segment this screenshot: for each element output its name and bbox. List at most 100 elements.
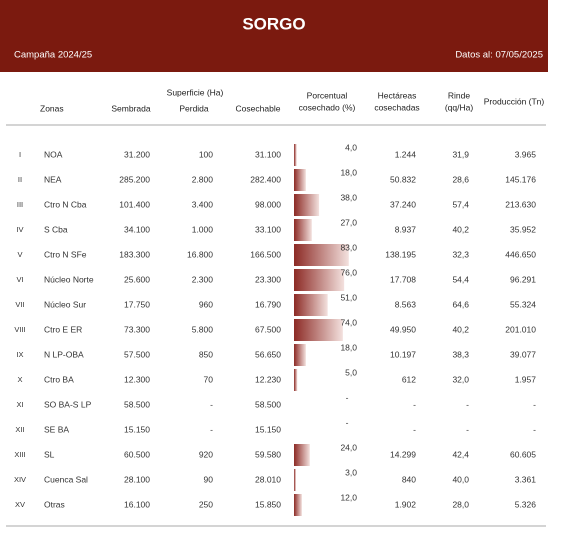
row-number: XV: [15, 500, 25, 509]
cell: -: [210, 424, 213, 434]
zone-name: SO BA-S LP: [44, 399, 92, 409]
cell: 5.326: [515, 499, 537, 509]
cell: -: [413, 424, 416, 434]
zone-name: S Cba: [44, 224, 68, 234]
cell: 39.077: [510, 349, 536, 359]
zone-name: Núcleo Sur: [44, 299, 86, 309]
zone-name: Núcleo Norte: [44, 274, 94, 284]
cell: 183.300: [119, 249, 150, 259]
pct-label: 27,0: [340, 217, 357, 227]
pct-bar: [294, 469, 296, 491]
zone-name: SL: [44, 449, 55, 459]
cell: 60.605: [510, 449, 536, 459]
cell: 31.200: [124, 149, 150, 159]
zone-name: Ctro N SFe: [44, 249, 87, 259]
cell: 28.100: [124, 474, 150, 484]
cell: 49.950: [390, 324, 416, 334]
pct-bar: [294, 494, 302, 516]
zone-name: Cuenca Sal: [44, 474, 88, 484]
cell: 15.150: [124, 424, 150, 434]
pct-label: 5,0: [345, 367, 357, 377]
cell: 612: [402, 374, 416, 384]
pct-bar: [294, 369, 298, 391]
cell: 960: [199, 299, 213, 309]
pct-bar: [294, 144, 297, 166]
pct-bar: [294, 294, 328, 316]
cell: 57.500: [124, 349, 150, 359]
row-number: IV: [16, 225, 23, 234]
cell: 285.200: [119, 174, 150, 184]
cell: 31,9: [452, 149, 469, 159]
pct-bar: [294, 244, 349, 266]
pct-bar: [294, 219, 312, 241]
cell: 5.800: [192, 324, 214, 334]
pct-label: 83,0: [340, 242, 357, 252]
cell: -: [533, 424, 536, 434]
title: SORGO: [242, 14, 305, 33]
cell: 34.100: [124, 224, 150, 234]
pct-label: 18,0: [340, 167, 357, 177]
row-number: XII: [15, 425, 24, 434]
cell: 60.500: [124, 449, 150, 459]
cell: 32,3: [452, 249, 469, 259]
cell: 840: [402, 474, 416, 484]
column-header: Porcentual: [307, 90, 348, 100]
pct-bar: [294, 444, 310, 466]
cell: 31.100: [255, 149, 281, 159]
cell: 16.790: [255, 299, 281, 309]
cell: 16.100: [124, 499, 150, 509]
cell: 282.400: [250, 174, 281, 184]
cell: 1.902: [395, 499, 417, 509]
row-number: I: [19, 150, 21, 159]
pct-bar: [294, 194, 320, 216]
zone-name: N LP-OBA: [44, 349, 84, 359]
cell: 38,3: [452, 349, 469, 359]
column-header: Zonas: [40, 103, 64, 113]
column-header: Rinde: [448, 90, 470, 100]
zone-name: Ctro E ER: [44, 324, 82, 334]
cell: 14.299: [390, 449, 416, 459]
cell: 12.230: [255, 374, 281, 384]
cell: 3.965: [515, 149, 537, 159]
cell: 25.600: [124, 274, 150, 284]
cell: 96.291: [510, 274, 536, 284]
cell: 101.400: [119, 199, 150, 209]
column-header: Hectáreas: [378, 90, 417, 100]
cell: 55.324: [510, 299, 536, 309]
row-number: X: [17, 375, 22, 384]
column-header: Sembrada: [111, 103, 150, 113]
cell: 98.000: [255, 199, 281, 209]
zone-name: Ctro BA: [44, 374, 74, 384]
row-number: IX: [16, 350, 23, 359]
cell: 2.300: [192, 274, 214, 284]
cell: 446.650: [505, 249, 536, 259]
row-number: V: [17, 250, 22, 259]
cell: -: [466, 424, 469, 434]
zone-name: NOA: [44, 149, 63, 159]
cell: 37.240: [390, 199, 416, 209]
cell: 57,4: [452, 199, 469, 209]
cell: 90: [204, 474, 214, 484]
campaign: Campaña 2024/25: [14, 50, 92, 61]
row-number: XI: [16, 400, 23, 409]
pct-label: 76,0: [340, 267, 357, 277]
pct-bar: [294, 319, 343, 341]
pct-label: 18,0: [340, 342, 357, 352]
cell: 59.580: [255, 449, 281, 459]
cell: 42,4: [452, 449, 469, 459]
group-header: Superficie (Ha): [167, 87, 224, 97]
cell: -: [466, 399, 469, 409]
cell: 28,6: [452, 174, 469, 184]
row-number: VII: [15, 300, 24, 309]
cell: 28.010: [255, 474, 281, 484]
cell: 23.300: [255, 274, 281, 284]
cell: 54,4: [452, 274, 469, 284]
cell: 17.750: [124, 299, 150, 309]
cell: 40,2: [452, 324, 469, 334]
cell: 40,2: [452, 224, 469, 234]
cell: 32,0: [452, 374, 469, 384]
cell: 12.300: [124, 374, 150, 384]
cell: 1.000: [192, 224, 214, 234]
